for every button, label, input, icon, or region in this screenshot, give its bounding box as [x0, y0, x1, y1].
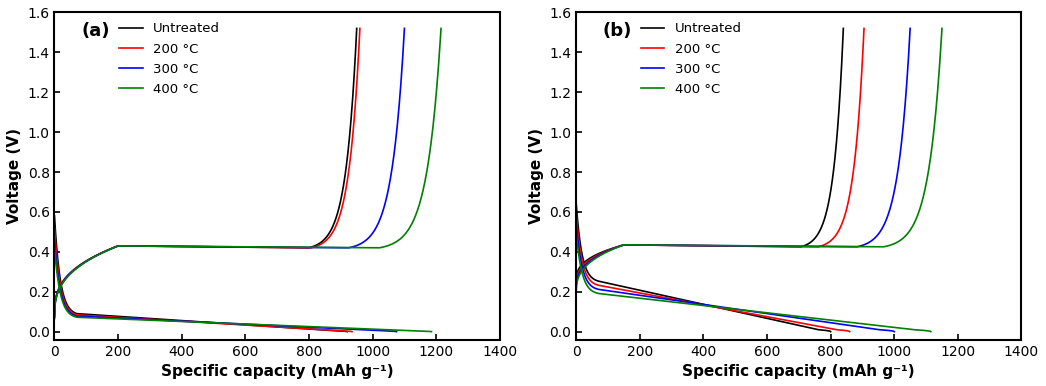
400 °C — [295, 245, 308, 250]
Text: (a): (a) — [82, 22, 110, 40]
300 °C — [70, 266, 83, 271]
400 °C — [435, 26, 448, 31]
300 °C — [349, 244, 362, 248]
300 °C — [590, 254, 602, 259]
Untreated — [586, 254, 598, 259]
300 °C — [858, 242, 870, 247]
400 °C — [592, 254, 605, 259]
Y-axis label: Voltage (V): Voltage (V) — [7, 128, 22, 224]
Untreated — [773, 244, 786, 249]
200 °C — [243, 245, 255, 249]
Untreated — [48, 313, 61, 318]
Line: 300 °C: 300 °C — [54, 29, 405, 318]
Untreated — [570, 281, 583, 285]
400 °C — [72, 265, 85, 269]
Untreated — [309, 244, 321, 248]
400 °C — [885, 242, 897, 247]
400 °C — [48, 317, 61, 321]
Text: (b): (b) — [602, 22, 632, 40]
Untreated — [277, 245, 290, 250]
Line: Untreated: Untreated — [54, 29, 357, 316]
300 °C — [904, 26, 916, 31]
Line: 400 °C: 400 °C — [576, 29, 942, 295]
300 °C — [773, 244, 786, 249]
400 °C — [803, 244, 816, 249]
200 °C — [588, 255, 600, 259]
Untreated — [350, 26, 363, 31]
200 °C — [753, 244, 766, 249]
200 °C — [233, 245, 246, 249]
200 °C — [67, 268, 79, 273]
300 °C — [399, 26, 411, 31]
Untreated — [732, 244, 745, 249]
Line: 200 °C: 200 °C — [576, 29, 864, 287]
200 °C — [280, 245, 293, 250]
200 °C — [745, 244, 757, 249]
200 °C — [312, 244, 324, 248]
300 °C — [48, 315, 61, 320]
200 °C — [570, 284, 583, 289]
Line: 200 °C: 200 °C — [54, 29, 360, 317]
X-axis label: Specific capacity (mAh g⁻¹): Specific capacity (mAh g⁻¹) — [682, 364, 915, 379]
Legend: Untreated, 200 °C, 300 °C, 400 °C: Untreated, 200 °C, 300 °C, 400 °C — [119, 22, 221, 96]
400 °C — [273, 245, 286, 249]
300 °C — [271, 245, 283, 250]
300 °C — [764, 244, 776, 249]
Untreated — [231, 245, 244, 249]
200 °C — [48, 314, 61, 319]
400 °C — [570, 293, 583, 297]
200 °C — [737, 244, 750, 249]
400 °C — [381, 244, 393, 248]
Untreated — [241, 245, 253, 249]
Untreated — [800, 242, 813, 247]
200 °C — [858, 26, 870, 31]
300 °C — [823, 244, 836, 249]
400 °C — [782, 244, 795, 249]
300 °C — [782, 244, 795, 249]
200 °C — [789, 244, 801, 249]
X-axis label: Specific capacity (mAh g⁻¹): Specific capacity (mAh g⁻¹) — [161, 364, 393, 379]
Untreated — [725, 244, 737, 249]
400 °C — [282, 245, 295, 249]
300 °C — [570, 288, 583, 293]
Legend: Untreated, 200 °C, 300 °C, 400 °C: Untreated, 200 °C, 300 °C, 400 °C — [640, 22, 742, 96]
Line: Untreated: Untreated — [576, 29, 843, 283]
Line: 400 °C: 400 °C — [54, 29, 441, 319]
Y-axis label: Voltage (V): Voltage (V) — [528, 128, 544, 224]
Untreated — [741, 244, 753, 249]
300 °C — [251, 245, 264, 249]
400 °C — [847, 244, 860, 249]
400 °C — [792, 244, 804, 249]
200 °C — [818, 242, 831, 247]
200 °C — [226, 245, 238, 249]
Untreated — [837, 26, 849, 31]
Untreated — [67, 268, 79, 273]
300 °C — [260, 245, 273, 249]
300 °C — [314, 245, 326, 250]
Untreated — [224, 245, 236, 249]
Line: 300 °C: 300 °C — [576, 29, 910, 291]
400 °C — [341, 245, 354, 250]
200 °C — [354, 26, 366, 31]
400 °C — [936, 26, 949, 31]
